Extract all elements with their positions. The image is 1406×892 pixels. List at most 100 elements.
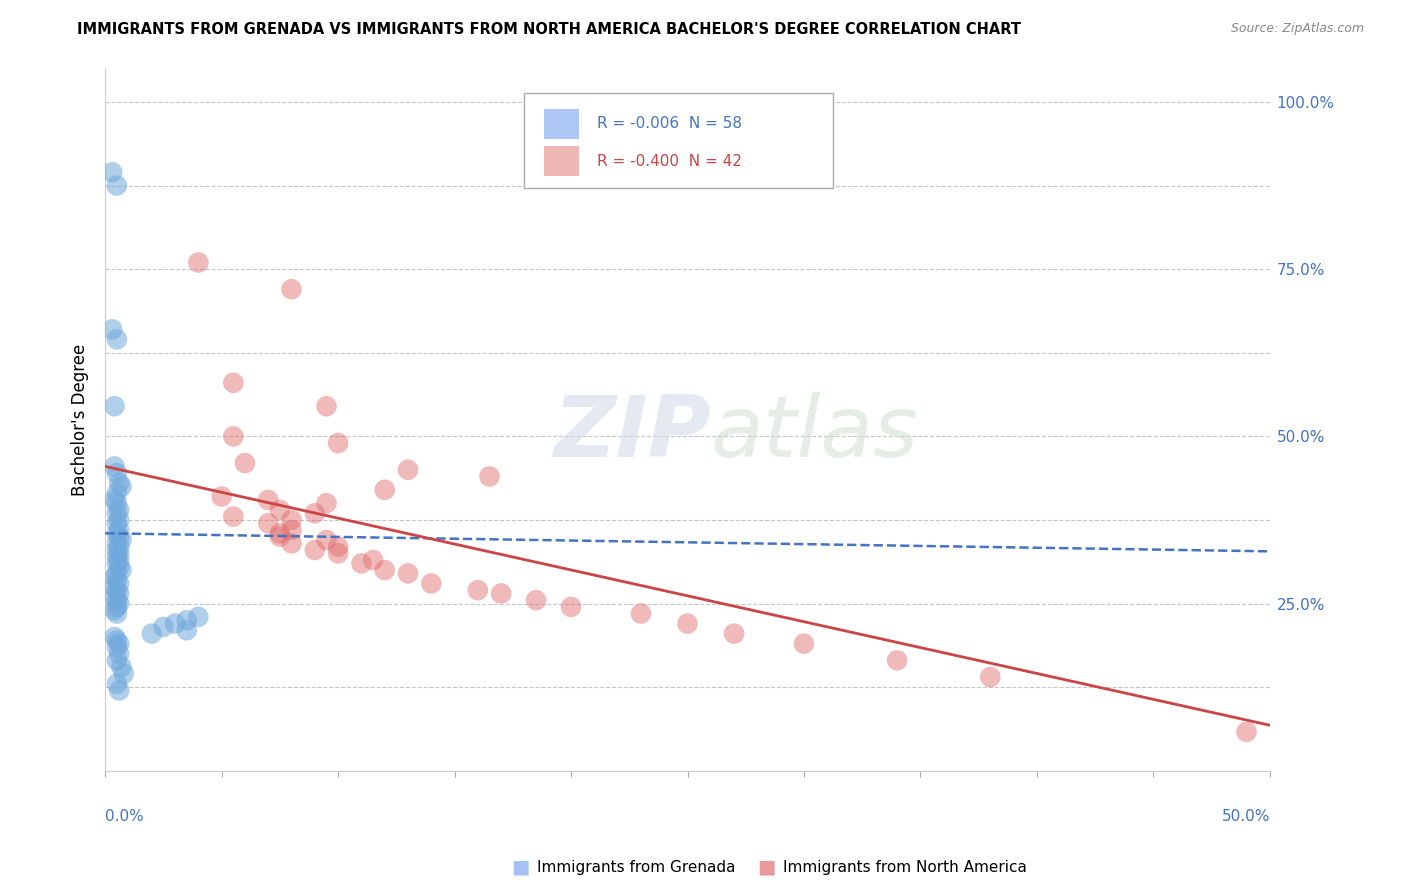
- Point: [222, 429, 245, 443]
- Point: [141, 626, 163, 640]
- Point: [979, 670, 1001, 684]
- Point: [105, 332, 128, 346]
- Point: [326, 540, 349, 554]
- Point: [676, 616, 699, 631]
- Point: [105, 640, 128, 654]
- Point: [105, 526, 128, 541]
- Point: [108, 476, 131, 491]
- Point: [187, 255, 209, 269]
- Point: [280, 282, 302, 296]
- Point: [374, 563, 396, 577]
- Text: atlas: atlas: [711, 392, 918, 475]
- Point: [103, 492, 125, 507]
- Point: [630, 607, 652, 621]
- Point: [361, 553, 384, 567]
- Point: [152, 620, 174, 634]
- Point: [257, 492, 280, 507]
- Point: [103, 630, 125, 644]
- Point: [886, 653, 908, 667]
- Point: [315, 399, 337, 413]
- Point: [101, 165, 124, 179]
- Point: [108, 559, 131, 574]
- Point: [105, 486, 128, 500]
- Point: [326, 436, 349, 450]
- Point: [112, 666, 135, 681]
- Point: [105, 516, 128, 531]
- Point: [108, 546, 131, 560]
- Point: [105, 607, 128, 621]
- Bar: [544, 109, 579, 139]
- Point: [315, 496, 337, 510]
- Point: [374, 483, 396, 497]
- Point: [103, 570, 125, 584]
- Point: [269, 526, 291, 541]
- Point: [105, 593, 128, 607]
- Point: [105, 583, 128, 598]
- Text: 50.0%: 50.0%: [1222, 809, 1270, 824]
- Point: [110, 563, 132, 577]
- Point: [105, 543, 128, 558]
- Point: [108, 647, 131, 661]
- Point: [103, 399, 125, 413]
- Text: Source: ZipAtlas.com: Source: ZipAtlas.com: [1230, 22, 1364, 36]
- Point: [396, 463, 419, 477]
- Text: ■: ■: [756, 857, 776, 877]
- Point: [105, 653, 128, 667]
- Point: [396, 566, 419, 581]
- Point: [560, 599, 582, 614]
- Point: [1236, 725, 1258, 739]
- Point: [110, 660, 132, 674]
- Point: [315, 533, 337, 547]
- Point: [105, 178, 128, 193]
- Text: R = -0.006  N = 58: R = -0.006 N = 58: [596, 117, 742, 131]
- Bar: [544, 146, 579, 176]
- Y-axis label: Bachelor's Degree: Bachelor's Degree: [72, 343, 89, 496]
- Text: Immigrants from Grenada: Immigrants from Grenada: [537, 860, 735, 874]
- Point: [222, 376, 245, 390]
- Text: 0.0%: 0.0%: [105, 809, 143, 824]
- Point: [105, 677, 128, 691]
- Text: ZIP: ZIP: [553, 392, 711, 475]
- Point: [280, 513, 302, 527]
- Point: [108, 576, 131, 591]
- Point: [269, 503, 291, 517]
- Point: [222, 509, 245, 524]
- Point: [350, 557, 373, 571]
- Point: [103, 580, 125, 594]
- Point: [103, 459, 125, 474]
- Point: [105, 536, 128, 550]
- Point: [211, 490, 233, 504]
- Text: IMMIGRANTS FROM GRENADA VS IMMIGRANTS FROM NORTH AMERICA BACHELOR'S DEGREE CORRE: IMMIGRANTS FROM GRENADA VS IMMIGRANTS FR…: [77, 22, 1021, 37]
- Point: [108, 586, 131, 600]
- Point: [489, 586, 512, 600]
- Point: [105, 573, 128, 587]
- Point: [467, 583, 489, 598]
- Point: [176, 613, 198, 627]
- Point: [105, 566, 128, 581]
- Point: [105, 557, 128, 571]
- Point: [105, 633, 128, 648]
- Point: [101, 322, 124, 336]
- Point: [105, 506, 128, 520]
- Point: [103, 590, 125, 604]
- Point: [304, 506, 326, 520]
- Point: [105, 599, 128, 614]
- Point: [108, 597, 131, 611]
- Point: [105, 466, 128, 480]
- Point: [176, 624, 198, 638]
- Point: [524, 593, 547, 607]
- Point: [110, 533, 132, 547]
- Point: [793, 637, 815, 651]
- Point: [478, 469, 501, 483]
- Point: [103, 603, 125, 617]
- Point: [105, 496, 128, 510]
- Point: [108, 637, 131, 651]
- FancyBboxPatch shape: [524, 93, 834, 188]
- Point: [257, 516, 280, 531]
- Point: [108, 683, 131, 698]
- Point: [165, 616, 187, 631]
- Point: [304, 543, 326, 558]
- Point: [108, 503, 131, 517]
- Point: [108, 523, 131, 537]
- Text: Immigrants from North America: Immigrants from North America: [783, 860, 1026, 874]
